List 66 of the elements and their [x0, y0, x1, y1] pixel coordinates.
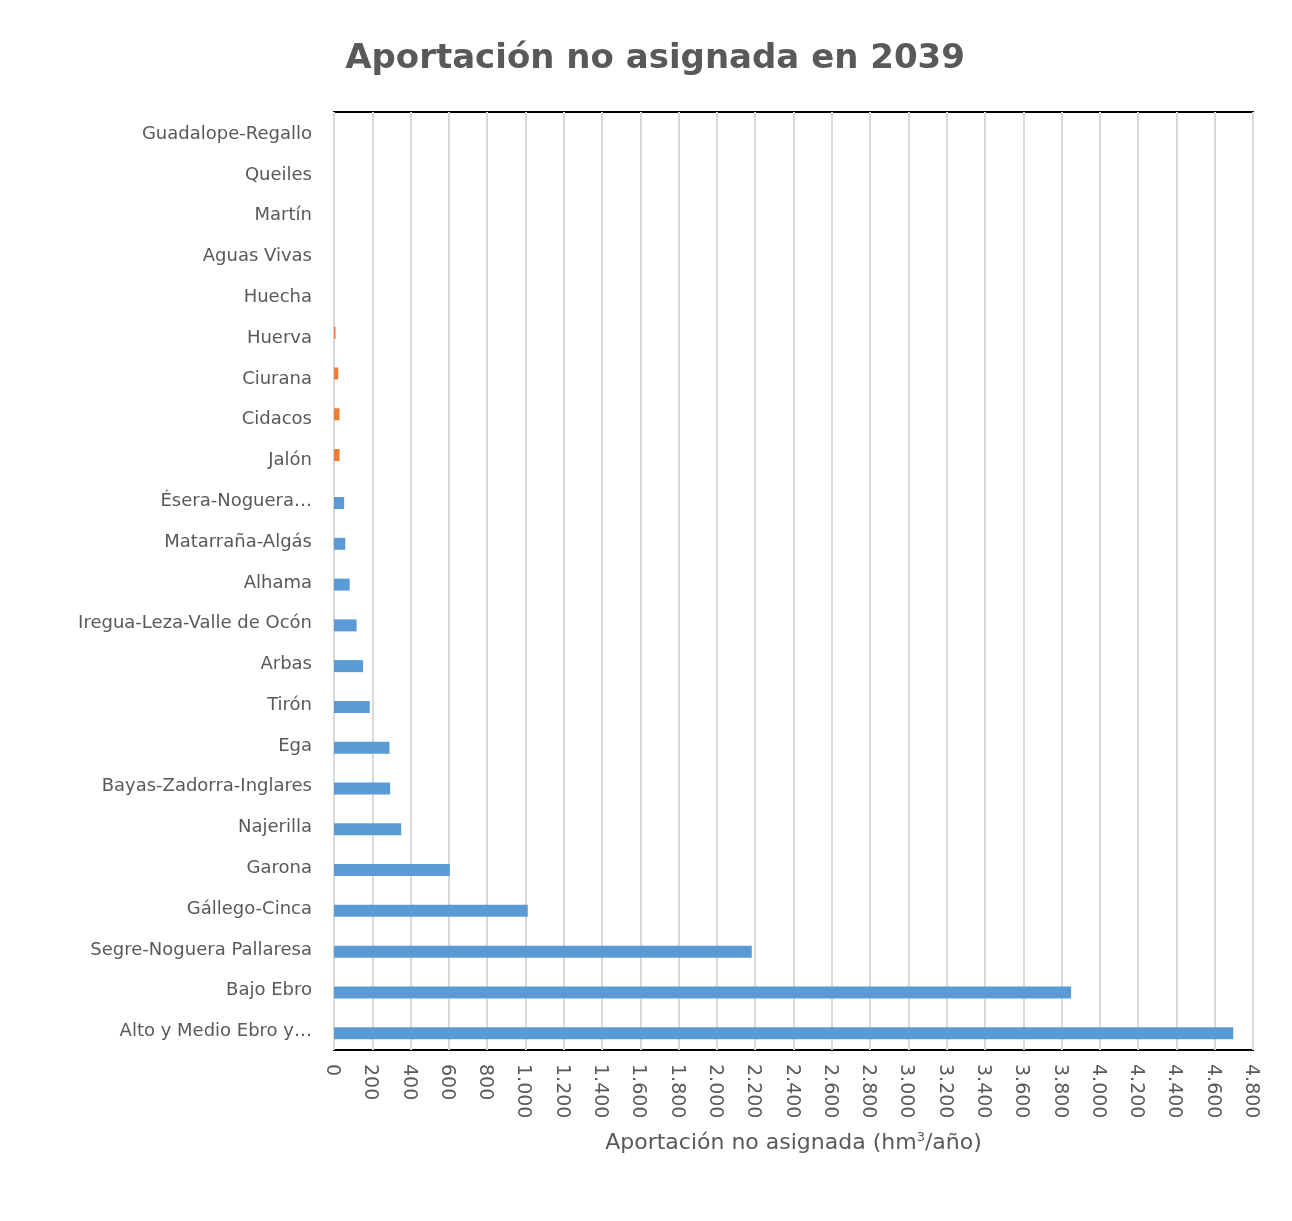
x-tick-label: 2.000 — [705, 1064, 728, 1119]
y-tick-label: Alhama — [243, 570, 312, 592]
y-tick-label: Cidacos — [241, 407, 312, 429]
y-tick-label: Gállego-Cinca — [186, 896, 312, 918]
y-tick-label: Ésera-Noguera… — [160, 488, 312, 510]
x-tick-label: 1.000 — [514, 1064, 537, 1119]
y-tick-label: Huecha — [243, 285, 312, 307]
x-tick-label: 800 — [476, 1064, 499, 1101]
bar — [334, 1027, 1234, 1040]
x-tick-label: 1.400 — [591, 1064, 614, 1119]
y-tick-label: Tirón — [266, 692, 312, 714]
x-tick-label: 2.600 — [820, 1064, 843, 1119]
bar — [334, 823, 402, 836]
x-tick-label: 1.800 — [667, 1064, 690, 1119]
bar — [334, 449, 340, 462]
bar — [334, 537, 346, 550]
x-tick-label: 3.200 — [935, 1064, 958, 1119]
y-tick-label: Jalón — [267, 448, 312, 470]
x-tick-label: 1.600 — [629, 1064, 652, 1119]
y-tick-label: Arbas — [260, 652, 312, 674]
x-tick-label: 2.800 — [859, 1064, 882, 1119]
x-tick-label: 2.200 — [744, 1064, 767, 1119]
x-tick-label: 3.400 — [973, 1064, 996, 1119]
x-tick-label: 3.600 — [1012, 1064, 1035, 1119]
x-tick-label: 3.000 — [897, 1064, 920, 1119]
x-tick-label: 600 — [437, 1064, 460, 1101]
x-tick-label: 400 — [399, 1064, 422, 1101]
x-tick-label: 1.200 — [552, 1064, 575, 1119]
x-tick-label: 4.400 — [1165, 1064, 1188, 1119]
chart-title: Aportación no asignada en 2039 — [345, 36, 965, 76]
bar — [334, 367, 339, 380]
bar — [334, 660, 364, 673]
x-tick-label: 3.800 — [1050, 1064, 1073, 1119]
bar — [334, 619, 357, 632]
y-tick-label: Huerva — [246, 325, 312, 347]
y-tick-label: Bajo Ebro — [226, 978, 312, 1000]
y-tick-label: Guadalope-Regallo — [141, 121, 312, 143]
bar — [334, 986, 1072, 999]
bar — [334, 497, 345, 510]
bar — [334, 945, 752, 958]
x-tick-label: 4.800 — [1242, 1064, 1264, 1119]
bar — [334, 741, 390, 754]
x-tick-label: 200 — [361, 1064, 384, 1101]
x-tick-label: 0 — [323, 1064, 345, 1077]
bar — [334, 578, 350, 591]
bar — [334, 904, 528, 917]
x-tick-label: 4.000 — [1088, 1064, 1111, 1119]
y-tick-label: Martín — [254, 203, 312, 225]
y-tick-label: Garona — [246, 855, 312, 877]
x-tick-label: 2.400 — [782, 1064, 805, 1119]
x-tick-label: 4.200 — [1127, 1064, 1150, 1119]
bar — [334, 782, 391, 795]
x-tick-label: 4.600 — [1203, 1064, 1226, 1119]
y-tick-label: Najerilla — [237, 815, 312, 837]
y-tick-label: Segre-Noguera Pallaresa — [90, 937, 312, 959]
y-tick-label: Ciurana — [242, 366, 312, 388]
y-tick-label: Queiles — [244, 162, 312, 184]
y-tick-label: Aguas Vivas — [202, 244, 312, 266]
y-tick-label: Ega — [278, 733, 312, 755]
y-tick-label: Iregua-Leza-Valle de Ocón — [78, 611, 312, 633]
bar — [334, 700, 370, 713]
y-tick-label: Matarraña-Algás — [164, 529, 312, 551]
y-tick-label: Bayas-Zadorra-Inglares — [101, 774, 312, 796]
bar — [334, 408, 340, 421]
y-tick-label: Alto y Medio Ebro y… — [119, 1019, 312, 1041]
bar — [334, 864, 450, 877]
